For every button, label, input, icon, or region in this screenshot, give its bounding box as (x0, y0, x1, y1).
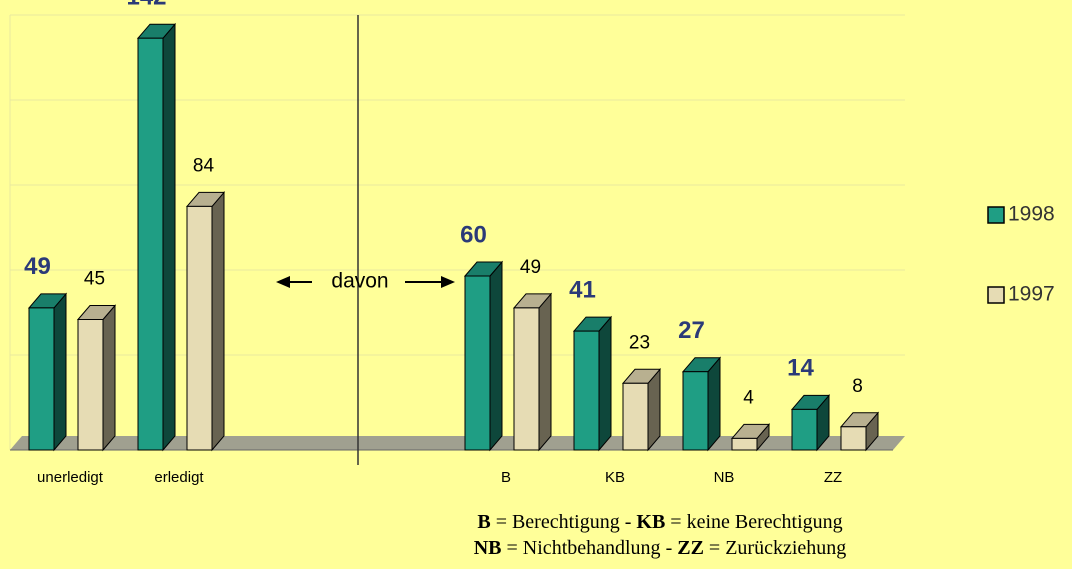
bar (463, 260, 504, 452)
data-label: 60 (460, 221, 487, 248)
bar (839, 411, 880, 452)
separator: - (666, 537, 678, 559)
bar-face (682, 371, 709, 451)
data-label: 142 (126, 0, 166, 11)
bar-face (538, 292, 552, 452)
x-tick-label: KB (605, 469, 625, 486)
data-label: 45 (84, 269, 105, 290)
bar (27, 292, 68, 452)
x-tick-label: unerledigt (37, 469, 104, 486)
bar-face (731, 437, 758, 451)
data-label: 27 (678, 317, 705, 344)
bar-face (840, 426, 867, 451)
data-label: 23 (629, 332, 650, 353)
bar-face (622, 382, 649, 451)
floor (10, 436, 905, 450)
data-label: 41 (569, 276, 596, 303)
bar (730, 423, 771, 452)
bar-face (598, 315, 612, 452)
bar (621, 367, 662, 452)
bar-face (464, 275, 491, 451)
separator: - (625, 511, 637, 533)
bar-face (186, 205, 213, 451)
meaning: = keine Berechtigung (670, 511, 842, 533)
meaning: = Nichtbehandlung (507, 537, 661, 559)
legend-swatch (987, 206, 1005, 224)
footnote: NB = Nichtbehandlung - ZZ = Zurückziehun… (474, 537, 847, 559)
data-label: 49 (24, 253, 51, 280)
legend-label: 1998 (1008, 203, 1055, 226)
legend-swatch (987, 286, 1005, 304)
bar-face (513, 307, 540, 451)
bar-face (137, 37, 164, 451)
bar-face (102, 304, 116, 452)
bar (76, 304, 117, 452)
data-label: 8 (852, 376, 863, 397)
bar (136, 22, 177, 452)
bar (790, 394, 831, 452)
bar (572, 315, 613, 452)
bar-face (791, 408, 818, 451)
data-label: 4 (743, 387, 754, 408)
bar (681, 356, 722, 452)
x-tick-label: ZZ (824, 469, 842, 486)
bar-face (707, 356, 721, 452)
abbr: ZZ (677, 537, 704, 559)
x-tick-label: NB (714, 469, 735, 486)
abbr: KB (636, 511, 665, 533)
footnote: B = Berechtigung - KB = keine Berechtigu… (477, 511, 842, 533)
data-label: 49 (520, 257, 541, 278)
bar-face (77, 319, 104, 451)
bar (512, 292, 553, 452)
x-tick-label: B (501, 469, 511, 486)
data-label: 14 (787, 355, 814, 382)
bar-face (489, 260, 503, 452)
x-tick-label: erledigt (154, 469, 204, 486)
bar-face (162, 22, 176, 452)
meaning: = Zurückziehung (709, 537, 846, 559)
abbr: B (477, 511, 490, 533)
bar-face (53, 292, 67, 452)
bar (185, 191, 226, 452)
annotation: davon (331, 270, 388, 293)
bar-face (28, 307, 55, 451)
davon-annotation: davon (276, 270, 455, 293)
abbr: NB (474, 537, 502, 559)
legend-label: 1997 (1008, 283, 1055, 306)
data-label: 84 (193, 155, 215, 176)
bar-face (573, 330, 600, 451)
bar-face (211, 191, 225, 452)
meaning: = Berechtigung (496, 511, 620, 533)
